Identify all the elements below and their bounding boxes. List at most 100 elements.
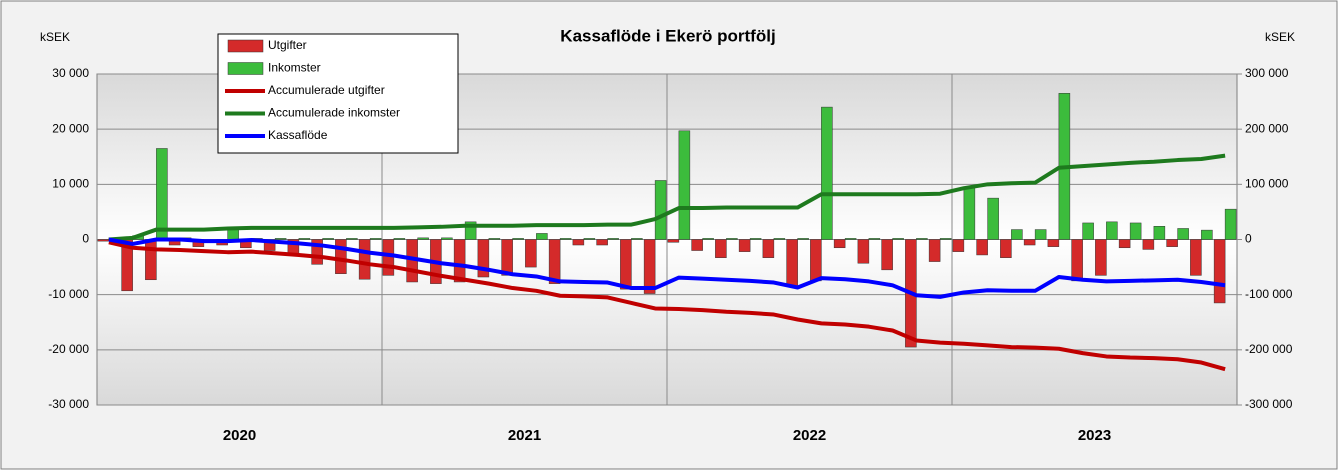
bar [572, 239, 585, 246]
bar [1118, 239, 1131, 249]
bar [726, 238, 738, 240]
y-tick-label: -30 000 [48, 397, 89, 411]
bar [715, 239, 727, 258]
y-tick-label: -10 000 [48, 287, 89, 301]
bar [762, 239, 775, 258]
bar [892, 238, 904, 240]
legend-label: Accumulerade inkomster [268, 106, 400, 120]
bar [976, 239, 988, 256]
bar [298, 238, 311, 240]
bar [928, 239, 941, 262]
bar [1095, 239, 1107, 276]
legend: Utgifter Inkomster Accumulerade utgifter Ac… [217, 33, 459, 154]
bar [607, 238, 619, 240]
bar [1034, 229, 1047, 240]
x-group-label: 2020 [223, 427, 256, 444]
bar [464, 221, 477, 240]
legend-box [217, 33, 459, 154]
line [108, 153, 1226, 242]
bar [322, 238, 334, 240]
bar [952, 239, 965, 252]
y2-tick-label: -100 000 [1245, 287, 1293, 301]
bar [738, 239, 751, 252]
y-tick-label: 20 000 [52, 121, 89, 135]
bar [358, 239, 371, 280]
bar [773, 238, 786, 240]
line [108, 237, 1226, 299]
bar [335, 239, 347, 274]
x-group-label: 2021 [508, 427, 541, 444]
bar [274, 238, 287, 240]
bar [916, 238, 928, 240]
bar [643, 239, 656, 294]
bar [939, 238, 952, 240]
y-tick-label: 0 [82, 232, 89, 246]
bar [963, 186, 976, 240]
bar [881, 239, 893, 271]
bar [1129, 222, 1142, 240]
legend-label: Utgifter [268, 38, 307, 52]
legend-label: Kassaflöde [268, 128, 328, 142]
bar [501, 239, 513, 276]
y-tick-label: 10 000 [52, 177, 89, 191]
bar [525, 239, 537, 268]
bar [596, 239, 608, 246]
bar [987, 197, 999, 240]
bar [156, 148, 168, 240]
y2-tick-label: 200 000 [1245, 121, 1289, 135]
bar [1201, 229, 1213, 240]
bar [678, 130, 691, 240]
bar [382, 239, 395, 276]
bar [417, 237, 429, 240]
bar [844, 238, 857, 240]
bar [857, 239, 870, 264]
bar [97, 239, 110, 242]
bar [1213, 239, 1226, 304]
y-tick-label: -20 000 [48, 342, 89, 356]
y2-tick-label: 300 000 [1245, 66, 1289, 80]
y2-axis-label: kSEK [1265, 30, 1295, 44]
bar [1047, 239, 1060, 247]
bar [1071, 239, 1083, 282]
bar [821, 106, 833, 240]
bar [810, 239, 822, 282]
bar [512, 238, 524, 240]
bar [488, 238, 501, 240]
bar [691, 239, 703, 251]
y2-tick-label: 0 [1245, 232, 1252, 246]
bar [749, 238, 762, 240]
bar [786, 239, 798, 287]
y2-tick-label: -200 000 [1245, 342, 1293, 356]
bar [868, 238, 881, 240]
bar [548, 239, 561, 284]
bar [1142, 239, 1155, 250]
y2-tick-label: -300 000 [1245, 397, 1293, 411]
bar [631, 238, 643, 240]
legend-label: Inkomster [268, 61, 321, 75]
bar [654, 180, 667, 240]
bar [1153, 226, 1166, 240]
y-axis-label: kSEK [40, 30, 70, 44]
bar [145, 239, 157, 281]
bar [393, 238, 406, 240]
x-group-label: 2023 [1078, 427, 1111, 444]
bar [441, 237, 453, 240]
bar [1166, 239, 1178, 247]
bar [311, 239, 323, 265]
line [108, 240, 1226, 372]
bar [536, 233, 548, 240]
bar [1000, 239, 1012, 258]
bar [1177, 228, 1189, 240]
y-tick-label: 30 000 [52, 66, 89, 80]
bar [1106, 221, 1118, 240]
bar [1023, 239, 1036, 246]
bar [620, 239, 632, 290]
legend-swatch [227, 62, 264, 75]
bar [1224, 208, 1237, 240]
bar [369, 238, 382, 240]
bar [833, 239, 846, 249]
bar [346, 238, 358, 240]
y2-tick-label: 100 000 [1245, 177, 1289, 191]
bar [797, 238, 809, 240]
